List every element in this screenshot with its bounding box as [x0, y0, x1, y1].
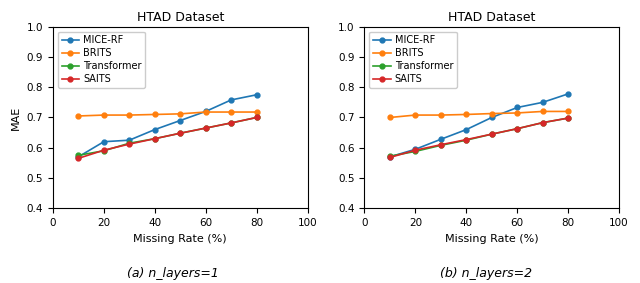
- MICE-RF: [100, 140, 108, 143]
- SAITS: [513, 127, 521, 130]
- X-axis label: Missing Rate (%): Missing Rate (%): [133, 233, 227, 244]
- Text: (b) n_layers=2: (b) n_layers=2: [440, 267, 532, 280]
- BRITS: [227, 110, 235, 114]
- MICE-RF: [437, 138, 445, 141]
- MICE-RF: [74, 155, 82, 158]
- Legend: MICE-RF, BRITS, Transformer, SAITS: MICE-RF, BRITS, Transformer, SAITS: [369, 31, 457, 88]
- SAITS: [100, 149, 108, 152]
- MICE-RF: [539, 101, 547, 104]
- MICE-RF: [151, 128, 159, 131]
- BRITS: [488, 112, 495, 115]
- SAITS: [437, 143, 445, 146]
- SAITS: [564, 116, 572, 120]
- SAITS: [151, 137, 159, 140]
- MICE-RF: [253, 93, 260, 97]
- Transformer: [539, 121, 547, 124]
- X-axis label: Missing Rate (%): Missing Rate (%): [445, 233, 538, 244]
- Text: (a) n_layers=1: (a) n_layers=1: [127, 267, 219, 280]
- Transformer: [74, 154, 82, 157]
- SAITS: [386, 156, 394, 159]
- Title: HTAD Dataset: HTAD Dataset: [136, 11, 224, 24]
- Transformer: [412, 150, 419, 153]
- MICE-RF: [177, 119, 184, 122]
- Line: Transformer: Transformer: [387, 116, 571, 159]
- BRITS: [437, 113, 445, 117]
- MICE-RF: [463, 128, 470, 131]
- Transformer: [513, 127, 521, 130]
- SAITS: [74, 157, 82, 160]
- SAITS: [177, 132, 184, 135]
- SAITS: [125, 142, 133, 146]
- MICE-RF: [227, 98, 235, 102]
- Legend: MICE-RF, BRITS, Transformer, SAITS: MICE-RF, BRITS, Transformer, SAITS: [58, 31, 145, 88]
- SAITS: [202, 127, 209, 130]
- SAITS: [463, 138, 470, 141]
- Line: SAITS: SAITS: [76, 115, 259, 161]
- Transformer: [202, 127, 209, 130]
- Transformer: [151, 137, 159, 140]
- BRITS: [151, 113, 159, 116]
- BRITS: [177, 112, 184, 115]
- MICE-RF: [488, 116, 495, 119]
- Transformer: [437, 144, 445, 147]
- Y-axis label: MAE: MAE: [11, 105, 21, 130]
- Transformer: [125, 142, 133, 145]
- BRITS: [125, 113, 133, 117]
- BRITS: [412, 113, 419, 117]
- MICE-RF: [412, 147, 419, 151]
- Line: Transformer: Transformer: [76, 115, 259, 158]
- SAITS: [412, 149, 419, 152]
- Transformer: [100, 149, 108, 153]
- Transformer: [386, 155, 394, 158]
- MICE-RF: [564, 92, 572, 96]
- Line: MICE-RF: MICE-RF: [76, 92, 259, 159]
- MICE-RF: [513, 106, 521, 109]
- BRITS: [74, 114, 82, 118]
- BRITS: [202, 110, 209, 114]
- BRITS: [513, 111, 521, 115]
- Transformer: [564, 116, 572, 120]
- SAITS: [488, 132, 495, 136]
- Line: MICE-RF: MICE-RF: [387, 91, 571, 159]
- Line: BRITS: BRITS: [76, 110, 259, 118]
- Transformer: [463, 138, 470, 142]
- Title: HTAD Dataset: HTAD Dataset: [448, 11, 536, 24]
- BRITS: [100, 113, 108, 117]
- MICE-RF: [386, 155, 394, 158]
- SAITS: [227, 121, 235, 125]
- Transformer: [253, 116, 260, 119]
- BRITS: [386, 116, 394, 119]
- BRITS: [539, 110, 547, 113]
- Transformer: [177, 132, 184, 135]
- SAITS: [539, 121, 547, 124]
- MICE-RF: [125, 138, 133, 142]
- SAITS: [253, 116, 260, 119]
- Line: BRITS: BRITS: [387, 109, 571, 120]
- BRITS: [564, 110, 572, 113]
- Line: SAITS: SAITS: [387, 116, 571, 160]
- MICE-RF: [202, 110, 209, 113]
- BRITS: [463, 113, 470, 116]
- Transformer: [227, 121, 235, 125]
- Transformer: [488, 132, 495, 136]
- BRITS: [253, 110, 260, 114]
